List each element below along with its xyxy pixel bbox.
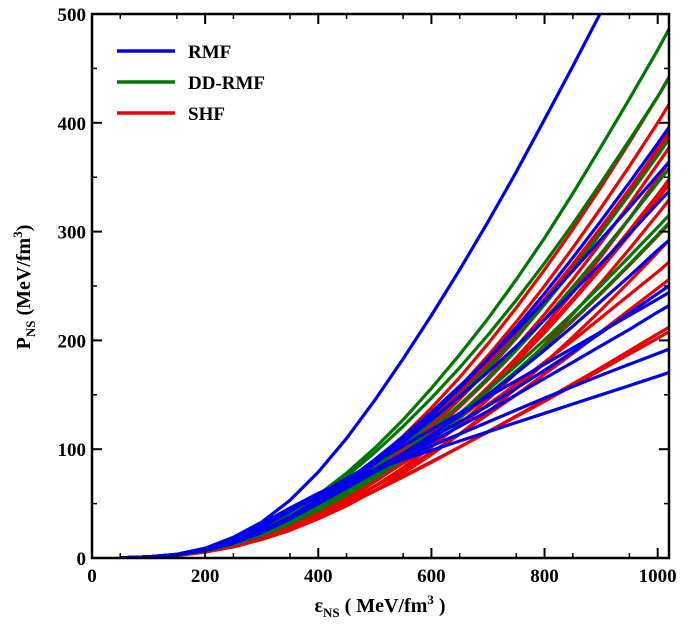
- y-axis-label-sub: NS: [23, 321, 38, 338]
- x-tick-label: 400: [304, 566, 333, 587]
- x-axis-label-main: ε: [314, 595, 323, 617]
- x-axis-label-unit: ( MeV/fm: [340, 595, 428, 617]
- y-axis-label: PNS (MeV/fm3): [10, 225, 38, 350]
- y-tick-label: 300: [58, 223, 87, 244]
- y-tick-label: 200: [58, 331, 87, 352]
- x-tick-label: 800: [530, 566, 559, 587]
- tick-layer: 0 200 400 600 800 1000 0 100 200 300 400 500: [58, 5, 677, 587]
- legend-label-dd-rmf: DD-RMF: [188, 73, 265, 94]
- legend: RMF DD-RMF SHF: [117, 42, 265, 125]
- x-axis-label-sub: NS: [323, 605, 340, 620]
- y-axis-label-unit: (MeV/fm: [13, 237, 35, 320]
- x-axis-label-sup: 3: [427, 592, 434, 607]
- legend-label-shf: SHF: [188, 104, 225, 125]
- y-tick-label: 500: [58, 5, 87, 26]
- series-line-rmf-32: [118, 284, 669, 558]
- y-axis-label-close: ): [13, 225, 35, 232]
- y-tick-label: 100: [58, 440, 87, 461]
- x-tick-label: 0: [87, 566, 97, 587]
- legend-label-rmf: RMF: [188, 42, 231, 63]
- series-layer: [118, 14, 669, 558]
- y-axis-label-sup: 3: [10, 231, 25, 238]
- y-tick-label: 0: [77, 549, 87, 570]
- x-tick-label: 600: [417, 566, 446, 587]
- series-line-rmf-33: [118, 370, 669, 558]
- y-tick-label: 400: [58, 114, 87, 135]
- x-axis-label-close: ): [434, 595, 446, 617]
- x-tick-label: 200: [191, 566, 220, 587]
- x-axis-label: εNS ( MeV/fm3 ): [314, 592, 445, 620]
- x-tick-label: 1000: [639, 566, 677, 587]
- y-axis-label-main: P: [13, 337, 35, 349]
